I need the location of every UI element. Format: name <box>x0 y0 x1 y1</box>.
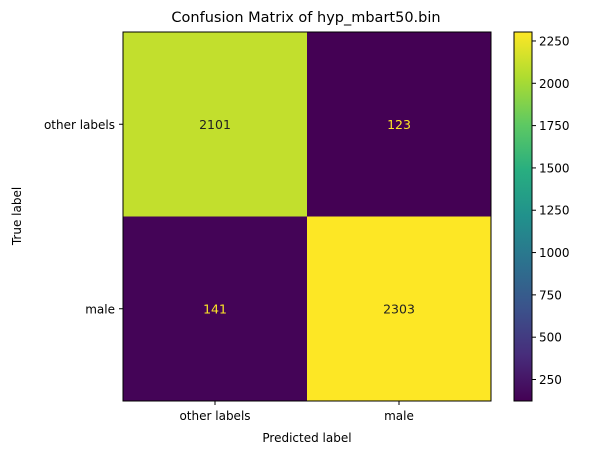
matrix-cell-value: 2303 <box>383 301 415 316</box>
colorbar-tick-label: 1000 <box>539 246 570 260</box>
colorbar-ticks: 250 500 750 1000 1250 1500 1750 2000 2250 <box>532 34 570 387</box>
colorbar-tick-label: 2250 <box>539 34 570 48</box>
x-tick-label: other labels <box>179 409 250 423</box>
plot-frame <box>122 31 492 402</box>
matrix-cell-value: 123 <box>387 117 411 132</box>
x-axis-ticks: other labels male <box>179 401 414 423</box>
x-tick-label: male <box>384 409 414 423</box>
colorbar-tick-label: 2000 <box>539 77 570 91</box>
matrix-cell-value: 141 <box>203 301 227 316</box>
matrix-cell <box>123 216 308 402</box>
colorbar-tick-label: 250 <box>539 373 562 387</box>
colorbar-tick-label: 1500 <box>539 161 570 175</box>
matrix-cell-value: 2101 <box>199 117 231 132</box>
colorbar-tick-label: 500 <box>539 331 562 345</box>
y-axis-label: True label <box>10 187 24 246</box>
matrix-cells <box>123 32 492 402</box>
x-axis-label: Predicted label <box>262 431 351 445</box>
matrix-cell-labels: 2101 123 141 2303 <box>199 117 415 317</box>
colorbar-tick-label: 750 <box>539 288 562 302</box>
colorbar-tick-label: 1250 <box>539 204 570 218</box>
colorbar-tick-label: 1750 <box>539 119 570 133</box>
y-tick-label: male <box>85 302 115 316</box>
y-axis-ticks: other labels male <box>44 118 123 316</box>
y-tick-label: other labels <box>44 118 115 132</box>
colorbar <box>513 31 533 402</box>
chart-title: Confusion Matrix of hyp_mbart50.bin <box>171 10 440 26</box>
matrix-cell <box>307 216 492 402</box>
matrix-cell <box>307 32 492 217</box>
matrix-cell <box>123 32 308 217</box>
